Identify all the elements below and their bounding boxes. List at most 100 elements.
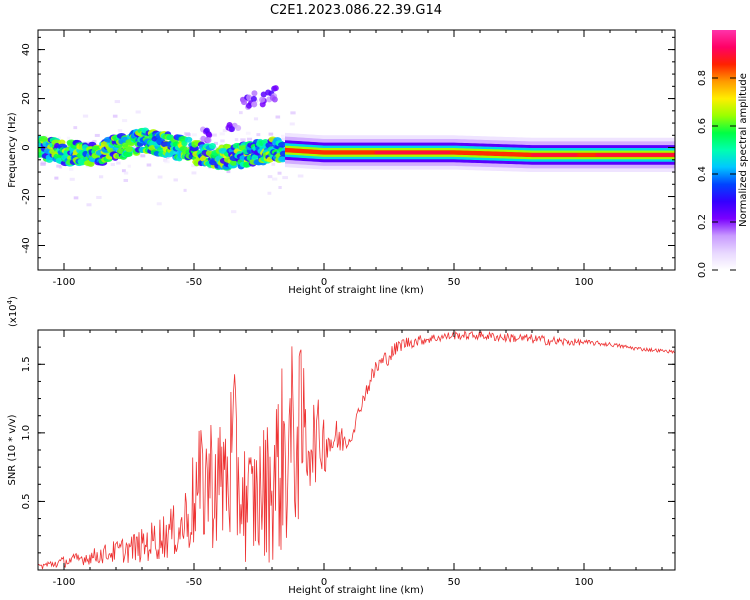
- heatmap-cell: [267, 175, 273, 179]
- heatmap-cell: [110, 163, 115, 167]
- heatmap-cell: [205, 137, 212, 144]
- heatmap-cell: [122, 119, 128, 123]
- y-tick-label: 40: [21, 43, 32, 56]
- heatmap-cell: [96, 195, 102, 199]
- y-tick-label: 1.0: [21, 425, 32, 441]
- heatmap-cell: [275, 115, 281, 119]
- heatmap-cell: [234, 138, 239, 142]
- heatmap-cell: [282, 176, 288, 180]
- heatmap-cell: [235, 124, 242, 131]
- heatmap-cell: [251, 101, 258, 108]
- colorbar-bar: [712, 30, 736, 270]
- heatmap-cell: [137, 153, 142, 157]
- heatmap-cell: [297, 174, 304, 178]
- heatmap-cell: [212, 133, 217, 137]
- heatmap-cell: [220, 139, 225, 143]
- heatmap-cell: [265, 89, 272, 96]
- heatmap-cell: [86, 203, 92, 207]
- x-tick-label: -100: [53, 277, 76, 288]
- heatmap-cell: [38, 135, 48, 142]
- spectrogram-xlabel: Height of straight line (km): [288, 285, 424, 296]
- heatmap-cell: [69, 167, 74, 171]
- heatmap-cell: [54, 176, 59, 180]
- colorbar-tick-label: 0.4: [697, 166, 708, 182]
- heatmap-cell: [87, 160, 95, 167]
- colorbar: 0.0 0.2 0.4 0.6 0.8 Normalized spectral ampl…: [697, 30, 749, 278]
- spectrogram-panel: -100 -50 0 50 100 -40 -20 0 20 40 Height of strai…: [7, 29, 676, 296]
- snr-panel: -100 -50 0 50 100 0.5 1.0 1.5 Height of straigh…: [6, 296, 676, 596]
- heatmap-cell: [123, 178, 129, 182]
- colorbar-label: Normalized spectral amplitude: [738, 73, 749, 227]
- x-tick-label: -100: [53, 577, 76, 588]
- y-tick-label: 20: [21, 92, 32, 105]
- heatmap-cell: [114, 100, 121, 104]
- heatmap-cell: [135, 110, 141, 114]
- heatmap-cell: [66, 136, 71, 140]
- heatmap-cell: [213, 141, 218, 145]
- x-tick-label: 100: [574, 577, 593, 588]
- snr-ylabel: SNR (10 * v/v): [7, 414, 18, 485]
- heatmap-cell: [251, 90, 258, 97]
- heatmap-cell: [245, 102, 252, 109]
- heatmap-cell: [277, 156, 288, 163]
- y-tick-label: 1.5: [21, 356, 32, 372]
- heatmap-cell: [243, 161, 250, 168]
- x-tick-label: -50: [186, 577, 202, 588]
- heatmap-cell: [127, 164, 131, 168]
- heatmap-cell: [245, 131, 251, 135]
- heatmap-cell: [251, 154, 259, 161]
- heatmap-cell: [272, 85, 279, 92]
- snr-scale-exponent: 4: [6, 299, 14, 304]
- heatmap-cell: [183, 188, 187, 192]
- heatmap-cell: [271, 96, 278, 103]
- x-tick-label: 0: [321, 277, 327, 288]
- heatmap-cell: [73, 126, 78, 130]
- heatmap-cell: [184, 132, 190, 136]
- y-tick-label: -40: [21, 237, 32, 253]
- heatmap-cell: [197, 147, 201, 151]
- heatmap-cell: [206, 132, 213, 139]
- heatmap-cell: [208, 142, 217, 149]
- heatmap-cell: [191, 171, 197, 175]
- colorbar-tick-label: 0.2: [697, 214, 708, 230]
- heatmap-cell: [203, 127, 210, 134]
- heatmap-cell: [123, 171, 129, 175]
- heatmap-cell: [289, 122, 295, 126]
- heatmap-cell: [140, 154, 146, 158]
- y-tick-label: -20: [21, 188, 32, 204]
- figure-title: C2E1.2023.086.22.39.G14: [270, 3, 442, 18]
- snr-frame: [37, 329, 676, 571]
- heatmap-cell: [230, 159, 238, 166]
- heatmap-cell: [219, 132, 225, 136]
- x-tick-label: 100: [574, 277, 593, 288]
- snr-xlabel: Height of straight line (km): [288, 585, 424, 596]
- heatmap-cell: [117, 129, 123, 133]
- spectrogram-ticks: -100 -50 0 50 100 -40 -20 0 20 40: [21, 30, 675, 288]
- heatmap-cell: [238, 111, 243, 115]
- heatmap-cell: [82, 114, 89, 118]
- heatmap-cell: [281, 137, 286, 141]
- spectrogram-heatmap: [38, 85, 675, 214]
- heatmap-cell: [164, 160, 170, 164]
- colorbar-tick-label: 0.0: [697, 262, 708, 278]
- colorbar-tick-label: 0.6: [697, 118, 708, 134]
- heatmap-cell: [94, 133, 100, 137]
- heatmap-cell: [191, 133, 197, 137]
- heatmap-cell: [267, 191, 272, 195]
- spectrogram-ylabel: Frequency (Hz): [7, 112, 18, 188]
- heatmap-cell: [191, 164, 197, 168]
- heatmap-cell: [241, 99, 248, 106]
- heatmap-cell: [173, 178, 178, 182]
- heatmap-cell: [250, 95, 257, 102]
- x-tick-label: 50: [448, 577, 461, 588]
- heatmap-cell: [69, 177, 75, 181]
- heatmap-cell: [281, 134, 285, 138]
- heatmap-cell: [271, 177, 278, 181]
- heatmap-cell: [253, 117, 259, 121]
- heatmap-cell: [121, 169, 126, 173]
- x-tick-label: 0: [321, 577, 327, 588]
- heatmap-cell: [92, 139, 97, 143]
- heatmap-cell: [277, 171, 282, 175]
- heatmap-cell: [125, 146, 133, 153]
